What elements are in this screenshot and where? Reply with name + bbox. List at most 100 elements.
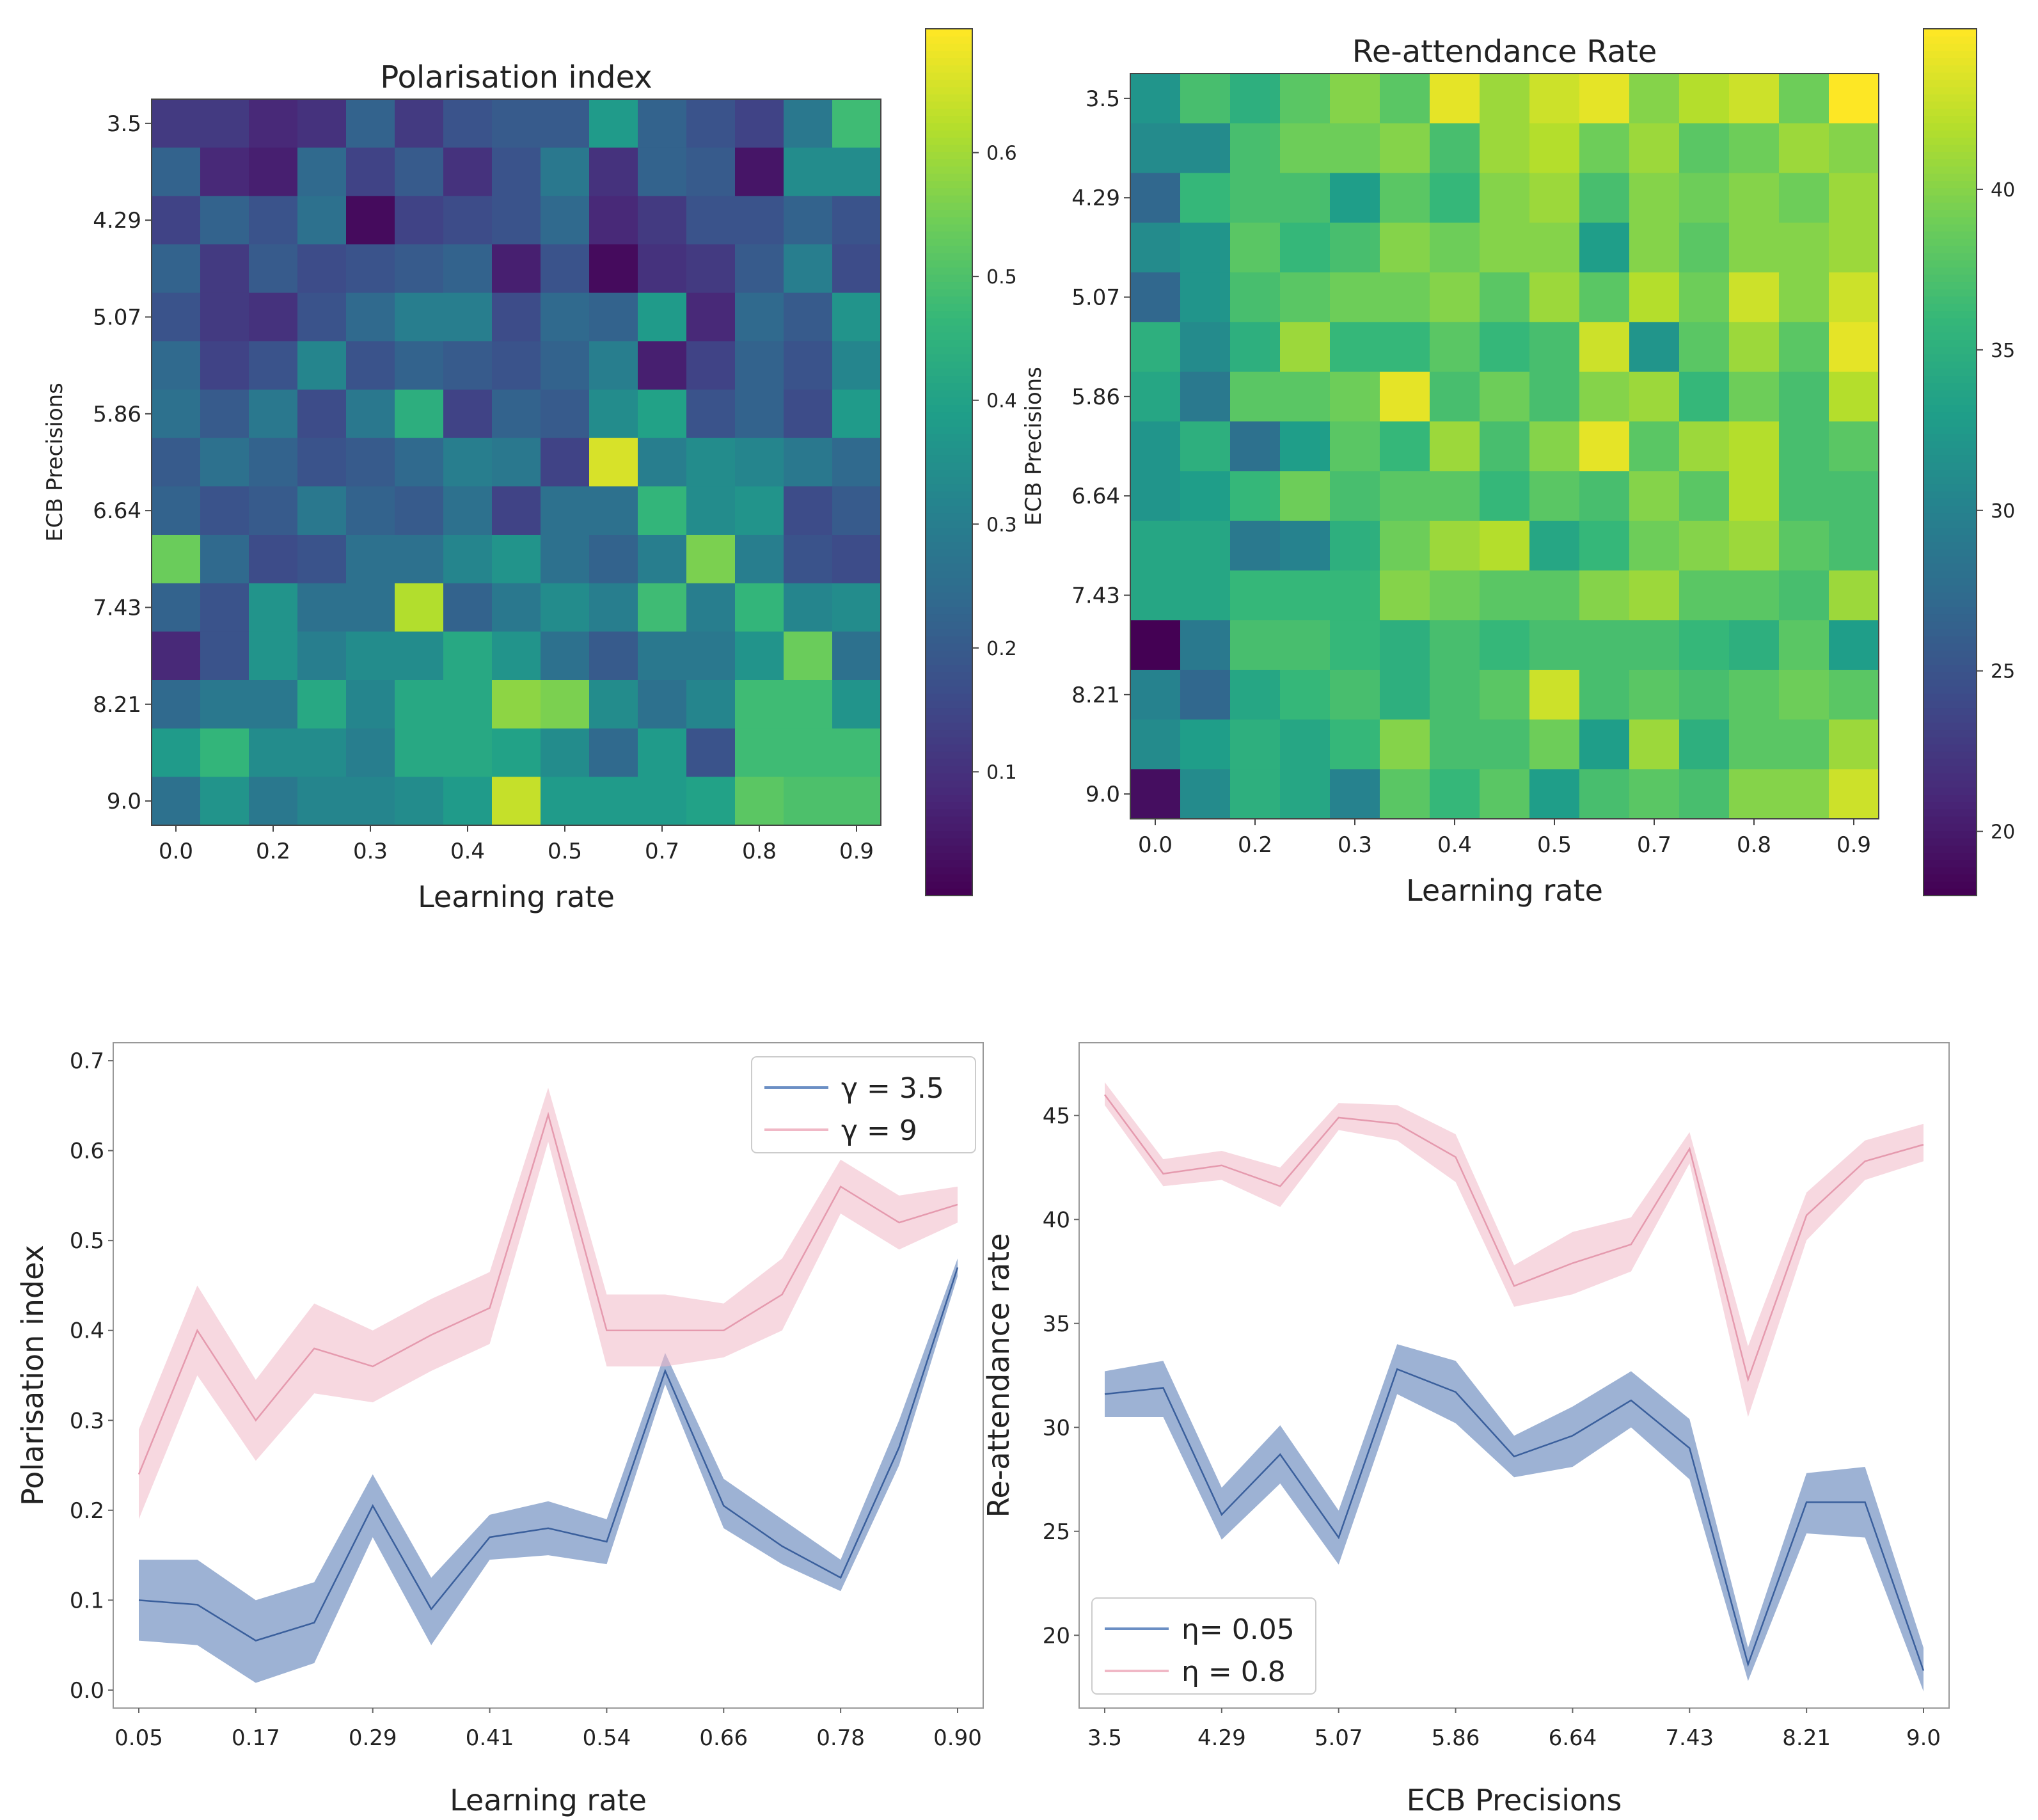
heatmap-cell	[1380, 769, 1430, 819]
colorbar-tick-label: 25	[1991, 661, 2015, 683]
heatmap-cell	[832, 292, 881, 342]
heatmap-cell	[249, 583, 298, 632]
heatmap-cell	[395, 438, 444, 487]
colorbar-tick-label: 40	[1991, 179, 2015, 202]
heatmap-cell	[1729, 719, 1780, 770]
y-tick-label: 9.0	[1086, 782, 1120, 807]
heatmap-cell	[1180, 719, 1231, 770]
heatmap-cell	[1430, 570, 1480, 621]
heatmap-cell	[1679, 719, 1730, 770]
heatmap-cell	[784, 583, 833, 632]
heatmap-cell	[1280, 173, 1331, 223]
y-tick-label: 40	[1043, 1207, 1070, 1233]
heatmap-cell	[1779, 173, 1829, 223]
heatmap-cell	[1629, 421, 1680, 471]
heatmap-cell	[1130, 471, 1181, 521]
heatmap-cell	[638, 535, 687, 584]
heatmap-cell	[784, 535, 833, 584]
heatmap-cell	[1579, 173, 1630, 223]
heatmap-cell	[1280, 471, 1331, 521]
heatmap-cell	[1380, 372, 1430, 422]
heatmap-cell	[784, 292, 833, 342]
heatmap-cell	[1380, 223, 1430, 273]
x-tick-label: 0.5	[548, 839, 582, 864]
heatmap-cell	[297, 631, 347, 681]
heatmap-cell	[1180, 620, 1231, 670]
heatmap-1-colorbar: 0.1 0.2 0.3 0.4 0.5 0.6	[925, 28, 1017, 896]
heatmap-cell	[1729, 769, 1780, 819]
heatmap-cell	[1380, 173, 1430, 223]
heatmap-cell	[1380, 670, 1430, 720]
heatmap-cell	[1629, 223, 1680, 273]
heatmap-cell	[1829, 272, 1879, 322]
heatmap-cell	[589, 583, 638, 632]
heatmap-cell	[1679, 670, 1730, 720]
line-2-legend: η= 0.05 η = 0.8	[1091, 1597, 1316, 1695]
heatmap-cell	[152, 583, 201, 632]
heatmap-cell	[1280, 570, 1331, 621]
heatmap-cell	[1330, 769, 1380, 819]
heatmap-cell	[1230, 421, 1281, 471]
heatmap-cell	[1230, 74, 1281, 124]
heatmap-cell	[1629, 123, 1680, 173]
heatmap-cell	[297, 486, 347, 535]
heatmap-cell	[735, 196, 784, 245]
heatmap-cell	[1679, 322, 1730, 372]
heatmap-cell	[1380, 421, 1430, 471]
heatmap-cell	[297, 728, 347, 777]
heatmap-cell	[1729, 74, 1780, 124]
heatmap-cell	[1829, 223, 1879, 273]
heatmap-cell	[249, 680, 298, 729]
line-2-ylabel: Re-attendance rate	[981, 1233, 1016, 1518]
y-tick-label: 8.21	[93, 692, 141, 718]
heatmap-cell	[832, 390, 881, 439]
heatmap-cell	[541, 196, 590, 245]
heatmap-cell	[1779, 421, 1829, 471]
heatmap-cell	[1280, 521, 1331, 571]
heatmap-cell	[152, 728, 201, 777]
heatmap-cell	[443, 341, 493, 390]
heatmap-cell	[1180, 769, 1231, 819]
heatmap-cell	[638, 244, 687, 294]
x-tick-label: 0.05	[115, 1725, 163, 1751]
confidence-band	[139, 1088, 958, 1519]
heatmap-cell	[832, 535, 881, 584]
heatmap-cell	[1480, 123, 1530, 173]
heatmap-cell	[200, 341, 249, 390]
heatmap-cell	[249, 341, 298, 390]
heatmap-cell	[1380, 322, 1430, 372]
heatmap-cell	[1529, 272, 1580, 322]
heatmap-cell	[395, 99, 444, 148]
heatmap-cell	[1380, 521, 1430, 571]
x-tick-label: 0.2	[1238, 832, 1272, 858]
heatmap-cell	[200, 583, 249, 632]
x-tick-label: 0.3	[1338, 832, 1372, 858]
heatmap-cell	[1829, 670, 1879, 720]
heatmap-cell	[1130, 521, 1181, 571]
heatmap-cell	[589, 438, 638, 487]
x-tick-label: 9.0	[1906, 1725, 1941, 1751]
heatmap-cell	[200, 292, 249, 342]
heatmap-cell	[1230, 322, 1281, 372]
heatmap-cell	[395, 341, 444, 390]
heatmap-cell	[152, 390, 201, 439]
heatmap-cell	[249, 292, 298, 342]
heatmap-cell	[249, 631, 298, 681]
heatmap-cell	[1230, 123, 1281, 173]
heatmap-cell	[784, 390, 833, 439]
heatmap-cell	[686, 777, 736, 826]
x-tick-label: 0.90	[933, 1725, 982, 1751]
series-line	[138, 1111, 958, 1475]
heatmap-cell	[1779, 769, 1829, 819]
heatmap-cell	[1529, 372, 1580, 422]
x-tick-label: 7.43	[1665, 1725, 1714, 1751]
heatmap-cell	[784, 99, 833, 148]
heatmap-cell	[1529, 670, 1580, 720]
legend-label: η = 0.8	[1181, 1656, 1286, 1688]
heatmap-cell	[1629, 74, 1680, 124]
heatmap-cell	[832, 728, 881, 777]
heatmap-cell	[1130, 223, 1181, 273]
heatmap-cell	[1280, 421, 1331, 471]
heatmap-cell	[1779, 372, 1829, 422]
